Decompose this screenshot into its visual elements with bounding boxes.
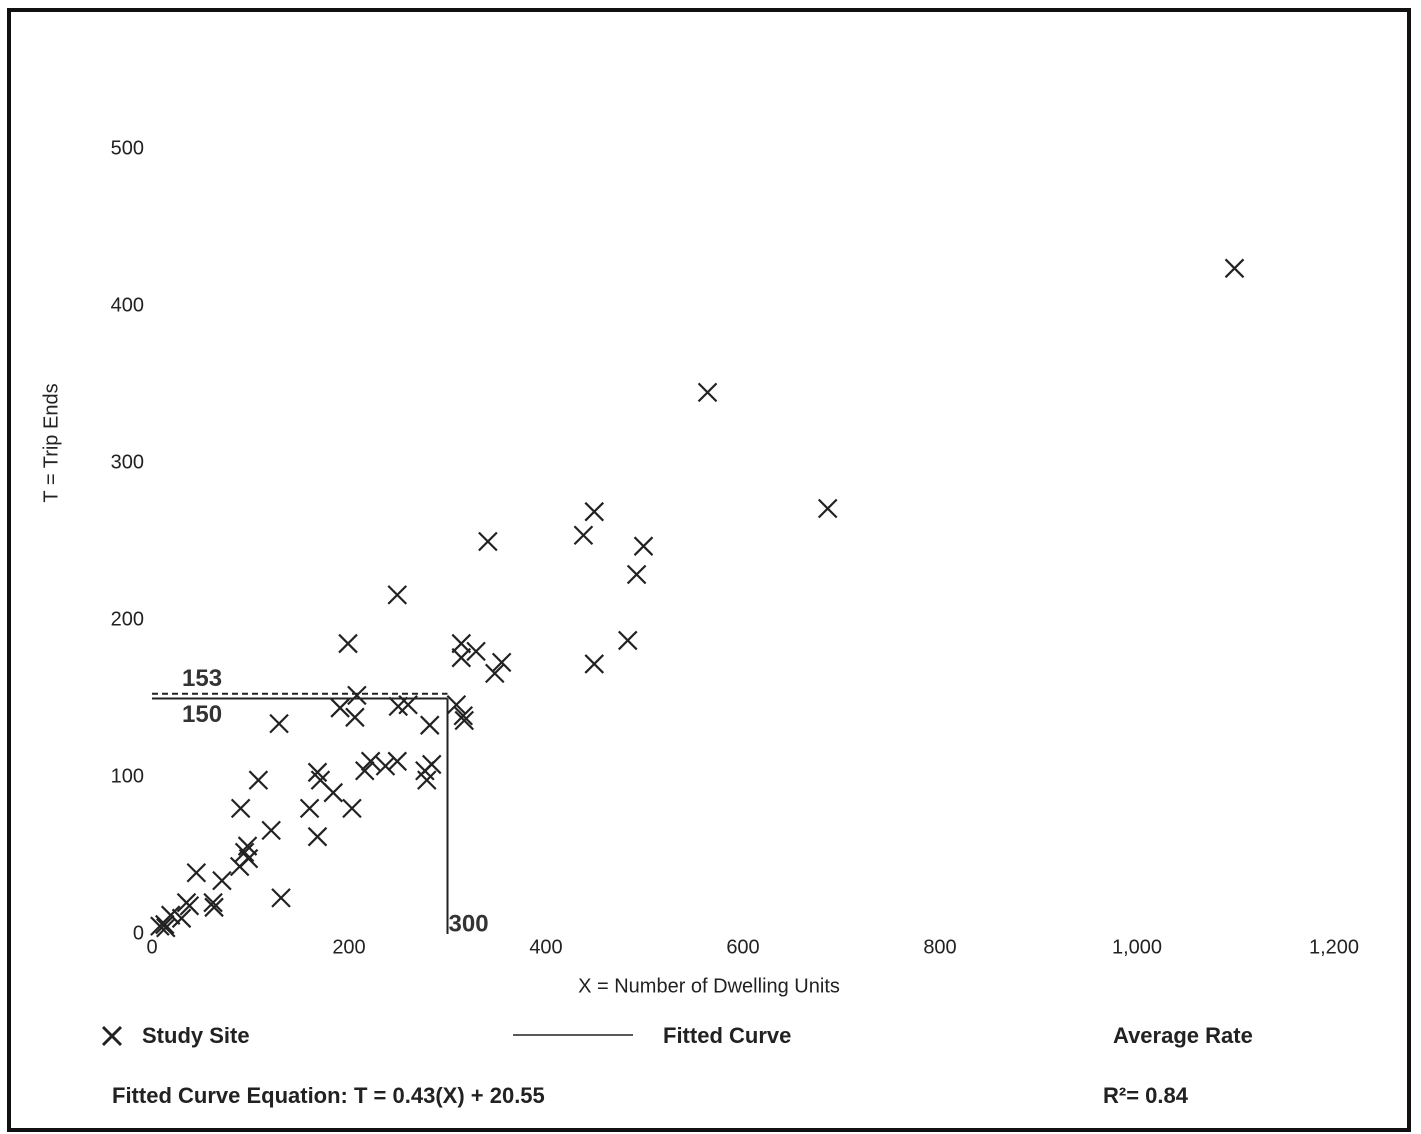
point [584, 501, 605, 522]
point [446, 695, 467, 715]
point [354, 760, 375, 781]
point [451, 647, 472, 668]
point [419, 715, 440, 735]
point [299, 798, 320, 819]
legend-label: Average Rate [1113, 1023, 1253, 1048]
y-tick-label: 200 [111, 608, 144, 630]
point [817, 498, 838, 519]
y-tick-label: 0 [133, 922, 144, 944]
point [171, 908, 192, 929]
point [375, 756, 396, 776]
point [573, 525, 594, 545]
y-axis-label: T = Trip Ends [40, 383, 62, 502]
point [229, 856, 250, 877]
point [234, 842, 255, 863]
y-tick-label: 400 [111, 294, 144, 316]
point [387, 751, 408, 772]
y-tick-label: 500 [111, 137, 144, 159]
point [248, 770, 269, 790]
point [453, 705, 474, 726]
point [626, 564, 647, 585]
point [271, 888, 291, 908]
r-squared: R²= 0.84 [1103, 1083, 1189, 1108]
point [323, 782, 344, 803]
x-tick-label: 800 [923, 936, 956, 958]
point [454, 710, 475, 731]
point [338, 633, 358, 654]
point [1224, 258, 1245, 279]
point [398, 695, 418, 715]
x-tick-label: 400 [529, 936, 562, 958]
x-tick-label: 200 [332, 936, 365, 958]
point [212, 870, 232, 891]
point [307, 826, 328, 847]
x-tick-label: 0 [146, 936, 157, 958]
point [617, 630, 638, 651]
y-tick-label: 100 [111, 765, 144, 787]
x-tick-label: 600 [726, 936, 759, 958]
point [466, 641, 486, 662]
x-axis-label: X = Number of Dwelling Units [578, 975, 840, 997]
point [261, 820, 281, 841]
point [491, 652, 512, 673]
x-tick-label: 1,000 [1112, 936, 1162, 958]
point [186, 862, 207, 883]
legend: Study Site Fitted Curve Average Rate [101, 1023, 1253, 1048]
point [269, 713, 289, 734]
point [697, 382, 718, 403]
point [150, 916, 170, 936]
reference-label: 153 [182, 665, 222, 692]
frame [7, 8, 1411, 1132]
equation: Fitted Curve Equation: T = 0.43(X) + 20.… [112, 1083, 545, 1108]
point [179, 895, 200, 916]
point [633, 536, 654, 556]
point [342, 798, 362, 819]
legend-marker [101, 1025, 123, 1047]
point [417, 770, 437, 790]
reference-label: 300 [449, 910, 489, 937]
point [347, 685, 367, 706]
point [155, 914, 175, 935]
point [485, 663, 505, 684]
point [345, 707, 365, 728]
legend-label: Fitted Curve [663, 1023, 791, 1048]
x-tick-label: 1,200 [1309, 936, 1359, 958]
point [584, 654, 605, 674]
point [451, 633, 472, 654]
point [478, 531, 498, 552]
point [360, 751, 381, 772]
point [203, 892, 223, 913]
reference-label: 150 [182, 701, 222, 728]
point [156, 917, 176, 938]
point [330, 698, 350, 718]
point [204, 897, 224, 918]
point [230, 798, 251, 819]
legend-label: Study Site [142, 1023, 250, 1048]
point [387, 585, 408, 605]
y-tick-label: 300 [111, 451, 144, 473]
